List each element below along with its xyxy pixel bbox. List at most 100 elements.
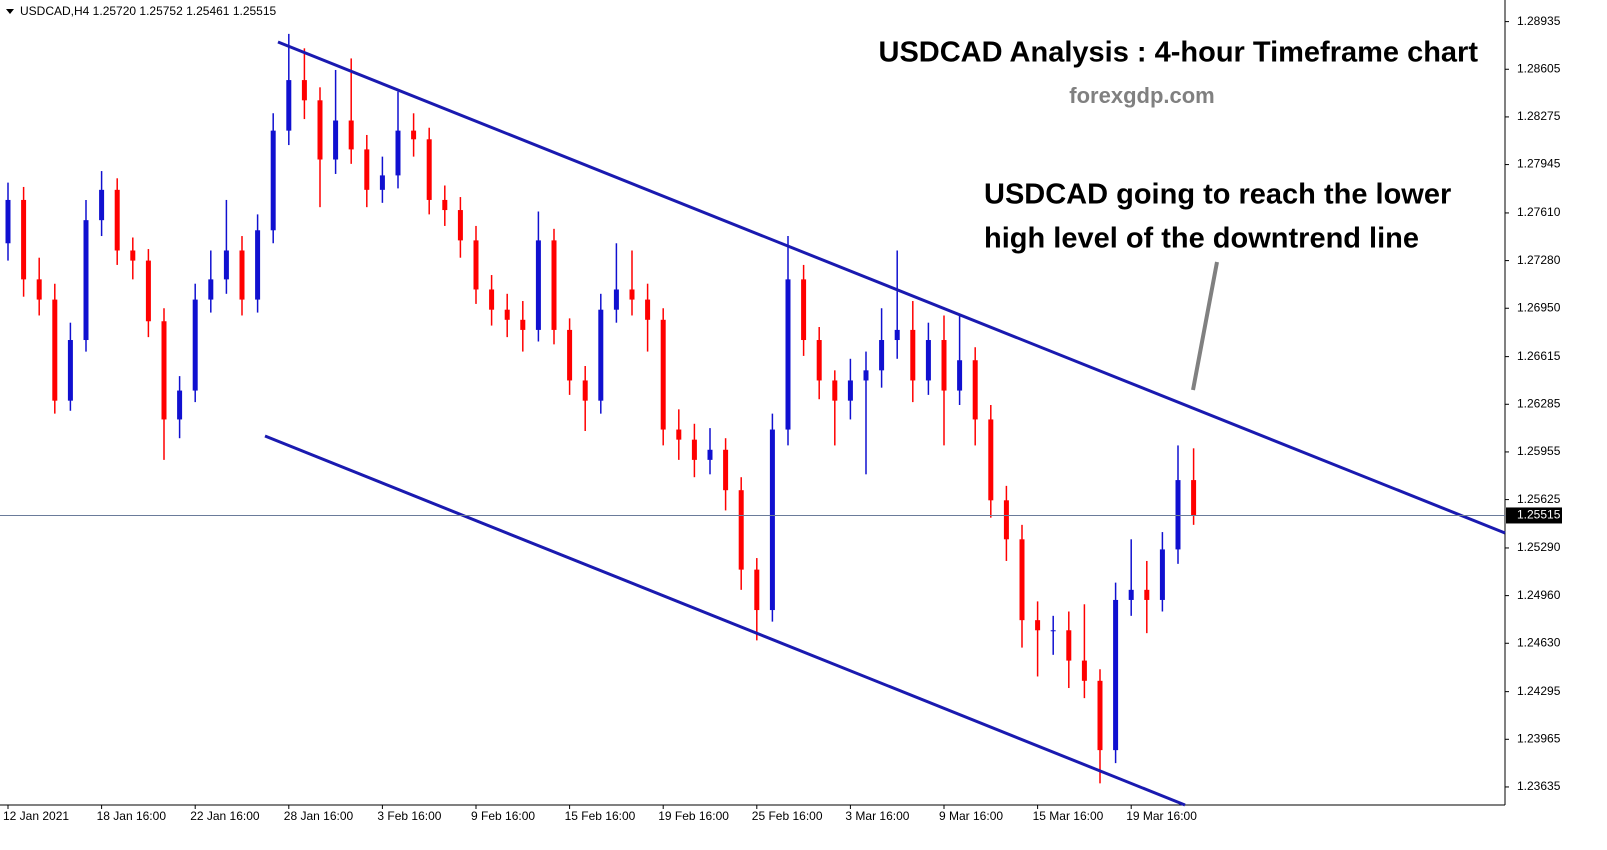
candle-body bbox=[1081, 660, 1087, 681]
current-price-label: 1.25515 bbox=[1517, 508, 1561, 522]
candle-body bbox=[941, 340, 947, 391]
candle-body bbox=[707, 449, 713, 460]
y-tick-label: 1.23635 bbox=[1517, 779, 1561, 793]
candle-body bbox=[535, 240, 541, 330]
candle-body bbox=[910, 329, 916, 381]
y-tick-label: 1.23965 bbox=[1517, 731, 1561, 745]
candle-body bbox=[832, 380, 838, 401]
y-tick-label: 1.26285 bbox=[1517, 396, 1561, 410]
candle-body bbox=[754, 569, 760, 611]
candle-body bbox=[457, 210, 463, 241]
title: USDCAD Analysis : 4-hour Timeframe chart bbox=[879, 37, 1479, 69]
subtitle: forexgdp.com bbox=[1069, 83, 1214, 108]
y-tick-label: 1.24295 bbox=[1517, 684, 1561, 698]
candle-body bbox=[582, 380, 588, 401]
candle-body bbox=[1191, 480, 1197, 516]
candle-body bbox=[192, 299, 198, 391]
candle-body bbox=[957, 360, 963, 391]
candle-body bbox=[613, 289, 619, 310]
candle-body bbox=[364, 149, 370, 190]
candle-body bbox=[286, 80, 292, 131]
candle-body bbox=[177, 390, 183, 420]
y-tick-label: 1.25625 bbox=[1517, 492, 1561, 506]
candle-body bbox=[161, 321, 167, 420]
candle-body bbox=[1097, 680, 1103, 751]
candle-body bbox=[1066, 630, 1072, 661]
candle-body bbox=[379, 175, 385, 190]
y-tick-label: 1.27945 bbox=[1517, 157, 1561, 171]
candle-body bbox=[333, 120, 339, 160]
candle-body bbox=[239, 250, 245, 300]
candle-body bbox=[348, 120, 354, 150]
x-tick-label: 19 Mar 16:00 bbox=[1126, 809, 1197, 823]
x-tick-label: 15 Mar 16:00 bbox=[1033, 809, 1104, 823]
x-tick-label: 3 Mar 16:00 bbox=[845, 809, 909, 823]
current-price-box bbox=[1506, 507, 1562, 524]
x-tick-label: 22 Jan 16:00 bbox=[190, 809, 260, 823]
candle-body bbox=[520, 319, 526, 330]
candle-body bbox=[223, 250, 229, 280]
x-tick-label: 3 Feb 16:00 bbox=[377, 809, 441, 823]
x-tick-label: 18 Jan 16:00 bbox=[97, 809, 167, 823]
candle-body bbox=[847, 380, 853, 401]
candle-body bbox=[504, 309, 510, 320]
candle-body bbox=[551, 240, 557, 330]
y-tick-label: 1.24630 bbox=[1517, 635, 1561, 649]
candle-body bbox=[36, 279, 42, 300]
candle-body bbox=[208, 279, 214, 300]
candle-body bbox=[99, 189, 105, 221]
y-tick-label: 1.25955 bbox=[1517, 444, 1561, 458]
candle-body bbox=[863, 370, 869, 381]
candle-body bbox=[21, 199, 27, 280]
x-tick-label: 9 Feb 16:00 bbox=[471, 809, 535, 823]
y-tick-label: 1.26615 bbox=[1517, 349, 1561, 363]
candle-body bbox=[801, 279, 807, 341]
candle-body bbox=[130, 250, 136, 261]
y-tick-label: 1.28935 bbox=[1517, 14, 1561, 28]
candle-body bbox=[1050, 630, 1056, 632]
candle-body bbox=[145, 260, 151, 322]
candle-body bbox=[988, 419, 994, 501]
x-tick-label: 28 Jan 16:00 bbox=[284, 809, 354, 823]
plot-area bbox=[5, 33, 1197, 784]
candle-body bbox=[738, 490, 744, 570]
candle-body bbox=[395, 130, 401, 176]
candle-body bbox=[1128, 589, 1134, 600]
candle-body bbox=[925, 340, 931, 381]
candle-body bbox=[660, 319, 666, 430]
y-tick-label: 1.28275 bbox=[1517, 109, 1561, 123]
pointer-line bbox=[1191, 261, 1219, 391]
candle-body bbox=[567, 329, 573, 381]
candle-body bbox=[1019, 539, 1025, 621]
x-tick-label: 12 Jan 2021 bbox=[3, 809, 69, 823]
candle-body bbox=[1113, 599, 1119, 751]
candle-body bbox=[83, 220, 89, 341]
candle-body bbox=[67, 340, 73, 401]
candle-body bbox=[489, 289, 495, 310]
candle-body bbox=[723, 449, 729, 491]
candle-body bbox=[1035, 620, 1041, 631]
y-tick-label: 1.27610 bbox=[1517, 205, 1561, 219]
candle-body bbox=[894, 329, 900, 341]
candle-body bbox=[785, 279, 791, 430]
candle-body bbox=[972, 360, 978, 420]
candle-body bbox=[411, 130, 417, 140]
candle-body bbox=[1159, 549, 1165, 600]
candle-body bbox=[426, 139, 432, 200]
candle-body bbox=[52, 299, 58, 401]
candle-body bbox=[255, 230, 261, 300]
annotation: USDCAD going to reach the lower bbox=[984, 179, 1451, 211]
candle-body bbox=[442, 199, 448, 211]
header: USDCAD,H4 1.25720 1.25752 1.25461 1.2551… bbox=[20, 4, 277, 18]
candle-body bbox=[816, 340, 822, 381]
candle-body bbox=[270, 130, 276, 231]
y-tick-label: 1.28605 bbox=[1517, 61, 1561, 75]
candle-body bbox=[301, 80, 307, 101]
x-tick-label: 19 Feb 16:00 bbox=[658, 809, 729, 823]
lower-trend-line bbox=[264, 434, 1186, 807]
x-tick-label: 15 Feb 16:00 bbox=[565, 809, 636, 823]
candle-body bbox=[1144, 589, 1150, 600]
annotation: high level of the downtrend line bbox=[984, 223, 1419, 255]
candle-body bbox=[1175, 480, 1181, 550]
